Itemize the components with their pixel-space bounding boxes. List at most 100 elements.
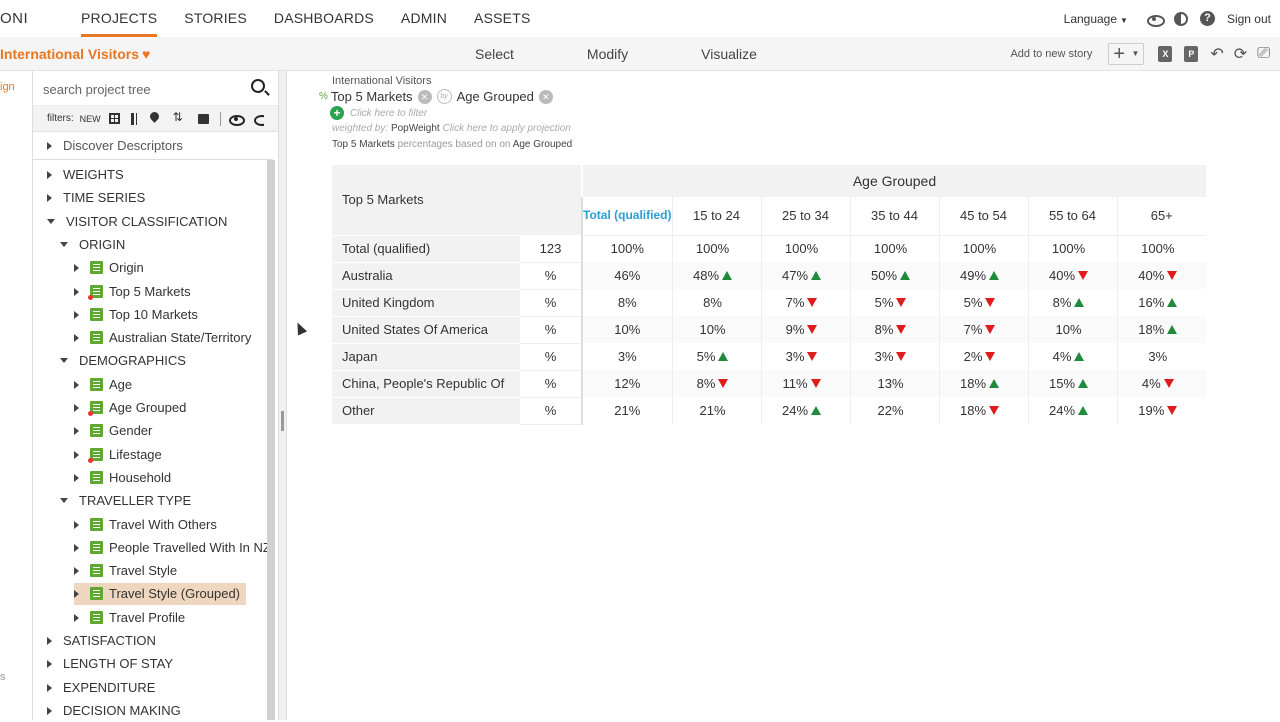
- table-cell[interactable]: 5%: [938, 289, 1028, 316]
- expand-icon[interactable]: [74, 450, 79, 459]
- eye-hidden-icon[interactable]: [253, 112, 264, 126]
- powerpoint-export-icon[interactable]: P: [1184, 46, 1199, 62]
- nav-stories[interactable]: STORIES: [184, 10, 247, 26]
- add-filter-icon[interactable]: +: [330, 106, 344, 120]
- row-variable[interactable]: Top 5 Markets: [330, 89, 413, 104]
- project-title[interactable]: International Visitors ♥: [0, 46, 150, 62]
- expand-icon[interactable]: [47, 171, 52, 179]
- expand-icon[interactable]: [74, 613, 79, 622]
- undo-icon[interactable]: ↶: [1210, 46, 1224, 63]
- tree-variable[interactable]: Top 5 Markets: [74, 281, 191, 303]
- table-cell[interactable]: 3%: [760, 343, 850, 370]
- table-cell[interactable]: 8%: [849, 316, 939, 343]
- table-cell[interactable]: 24%: [1027, 397, 1117, 424]
- eye-icon[interactable]: [1146, 11, 1165, 27]
- expand-icon[interactable]: [74, 473, 79, 482]
- table-cell[interactable]: 100%: [671, 235, 761, 262]
- tree-scrollbar[interactable]: [267, 160, 275, 720]
- add-to-story-button[interactable]: + ▼: [1108, 43, 1145, 65]
- table-cell[interactable]: 100%: [760, 235, 850, 262]
- filter-line[interactable]: + Click here to filter: [330, 106, 428, 120]
- table-cell[interactable]: 10%: [671, 316, 761, 343]
- filter-hint[interactable]: Click here to filter: [350, 107, 428, 119]
- tab-select[interactable]: Select: [475, 46, 514, 62]
- table-cell[interactable]: 40%: [1027, 262, 1117, 289]
- eye-icon[interactable]: [228, 112, 245, 126]
- expand-icon[interactable]: [74, 567, 79, 576]
- column-header[interactable]: 15 to 24: [671, 197, 761, 236]
- table-cell[interactable]: 10%: [581, 316, 672, 343]
- tree-variable[interactable]: Travel Style: [74, 560, 177, 582]
- expand-icon[interactable]: [47, 637, 52, 645]
- splitter-grip[interactable]: [281, 411, 284, 431]
- row-label[interactable]: United Kingdom: [332, 289, 520, 317]
- row-label[interactable]: Australia: [332, 262, 520, 290]
- table-cell[interactable]: 11%: [760, 370, 850, 397]
- tree-search-input[interactable]: [43, 79, 243, 99]
- expand-icon[interactable]: [47, 660, 52, 669]
- expand-icon[interactable]: [74, 590, 79, 599]
- signout-link[interactable]: Sign out: [1226, 11, 1271, 26]
- heart-icon[interactable]: ♥: [142, 46, 151, 62]
- table-cell[interactable]: 22%: [849, 397, 939, 424]
- expand-icon[interactable]: [47, 683, 52, 692]
- grid-icon[interactable]: [108, 113, 120, 124]
- nav-admin[interactable]: ADMIN: [400, 10, 448, 26]
- table-cell[interactable]: 4%: [1027, 343, 1117, 370]
- expand-icon[interactable]: [74, 380, 79, 389]
- table-cell[interactable]: 8%: [581, 289, 672, 316]
- tree-variable[interactable]: Gender: [74, 420, 152, 442]
- expand-icon[interactable]: [74, 520, 79, 529]
- row-label[interactable]: United States Of America: [332, 316, 520, 344]
- table-cell[interactable]: 40%: [1116, 262, 1206, 289]
- app-logo[interactable]: ONI: [0, 10, 29, 27]
- expand-icon[interactable]: [74, 543, 79, 552]
- tree-folder[interactable]: TRAVELLER TYPE: [60, 490, 191, 512]
- comment-icon[interactable]: ⎚: [1257, 45, 1270, 62]
- language-dropdown[interactable]: Language ▼: [1064, 12, 1128, 26]
- collapse-icon[interactable]: [60, 498, 68, 504]
- refresh-icon[interactable]: ⟳: [1233, 46, 1248, 63]
- table-cell[interactable]: 15%: [1027, 370, 1117, 397]
- table-cell[interactable]: 48%: [671, 262, 761, 289]
- table-cell[interactable]: 18%: [938, 397, 1028, 424]
- table-cell[interactable]: 8%: [671, 289, 761, 316]
- table-cell[interactable]: 49%: [938, 262, 1028, 289]
- sort-icon[interactable]: [173, 110, 187, 126]
- table-cell[interactable]: 3%: [1116, 343, 1206, 370]
- tree-folder[interactable]: EXPENDITURE: [47, 677, 155, 699]
- row-label[interactable]: Total (qualified): [332, 235, 520, 263]
- tree-folder[interactable]: DEMOGRAPHICS: [60, 350, 186, 372]
- tree-variable[interactable]: People Travelled With In NZ: [74, 537, 271, 559]
- weight-variable[interactable]: PopWeight: [390, 123, 440, 134]
- table-cell[interactable]: 19%: [1116, 397, 1206, 424]
- column-header[interactable]: 25 to 34: [760, 197, 850, 236]
- tree-variable[interactable]: Travel Profile: [74, 607, 185, 629]
- table-cell[interactable]: 4%: [1116, 370, 1206, 397]
- table-cell[interactable]: 47%: [760, 262, 850, 289]
- tree-variable[interactable]: Lifestage: [74, 444, 162, 466]
- table-cell[interactable]: 7%: [760, 289, 850, 316]
- folder-icon[interactable]: [197, 113, 209, 124]
- expand-icon[interactable]: [74, 310, 79, 319]
- excel-export-icon[interactable]: X: [1158, 46, 1173, 62]
- tree-folder[interactable]: SATISFACTION: [47, 630, 156, 652]
- projection-hint[interactable]: Click here to apply projection: [442, 123, 571, 134]
- discover-descriptors[interactable]: Discover Descriptors: [33, 132, 273, 160]
- tree-variable[interactable]: Travel With Others: [74, 514, 217, 536]
- tree-folder[interactable]: WEIGHTS: [47, 164, 124, 186]
- banner-header[interactable]: Age Grouped: [581, 165, 1206, 197]
- tab-visualize[interactable]: Visualize: [701, 46, 757, 62]
- contrast-icon[interactable]: [1173, 11, 1188, 26]
- by-icon[interactable]: by: [436, 89, 452, 104]
- column-header[interactable]: 65+: [1116, 197, 1206, 236]
- tree-variable[interactable]: Age: [74, 374, 132, 396]
- tree-folder[interactable]: DECISION MAKING: [47, 700, 181, 722]
- table-cell[interactable]: 18%: [938, 370, 1028, 397]
- table-cell[interactable]: 3%: [849, 343, 939, 370]
- column-icon[interactable]: [130, 112, 137, 125]
- table-cell[interactable]: 3%: [581, 343, 672, 370]
- column-header[interactable]: 45 to 54: [938, 197, 1028, 236]
- expand-icon[interactable]: [74, 334, 79, 343]
- table-cell[interactable]: 10%: [1027, 316, 1117, 343]
